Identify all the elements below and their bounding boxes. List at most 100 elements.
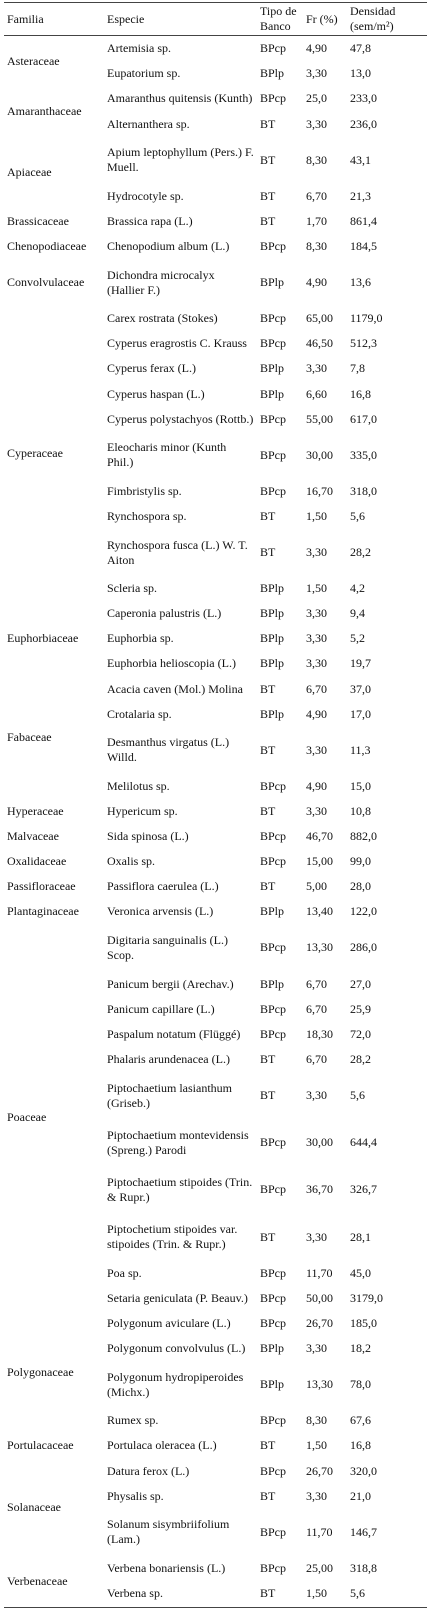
species-name: Oxalis sp.	[107, 854, 155, 869]
frequency: 8,30	[306, 1413, 327, 1428]
bank-type: BT	[260, 742, 276, 757]
density: 318,8	[350, 1560, 377, 1575]
family-name: Apiaceae	[7, 165, 52, 180]
species-name: Eleocharis minor (Kunth Phil.)	[107, 440, 227, 470]
family-name: Polygonaceae	[7, 1364, 74, 1379]
species-row: Portulacaceae Portulaca oleracea (L.) BT 1,…	[4, 1433, 427, 1458]
density: 13,0	[350, 66, 371, 81]
bank-type: BPlp	[260, 386, 285, 401]
density: 861,4	[350, 213, 377, 228]
header-cell: Densidad (sem/m²)	[350, 4, 396, 33]
density: 47,8	[350, 41, 371, 56]
species-row: Fimbristylis sp. BPcp 16,70 318,0	[4, 479, 427, 504]
species-row: Brassicaceae Brassica rapa (L.) BT 1,70 861,…	[4, 209, 427, 234]
frequency: 3,30	[306, 1229, 327, 1244]
density: 5,2	[350, 631, 365, 646]
density: 28,2	[350, 1051, 371, 1066]
species-row: Piptochaetium montevidensis (Spreng.) Pa…	[4, 1119, 427, 1166]
species-name: Hydrocotyle sp.	[107, 188, 184, 203]
species-name: Amaranthus quitensis (Kunth)	[107, 91, 253, 106]
family-name: Malvaceae	[7, 829, 59, 844]
species-row: Verbena sp. BT 1,50 5,6	[4, 1581, 427, 1608]
species-name: Polygonum hydropiperoides (Michx.)	[107, 1369, 244, 1399]
frequency: 3,30	[306, 545, 327, 560]
bank-type: BPlp	[260, 656, 285, 671]
species-row: Desmanthus virgatus (L.) Willd. BT 3,30 11,…	[4, 727, 427, 774]
frequency: 1,50	[306, 508, 327, 523]
species-name: Polygonum convolvulus (L.)	[107, 1341, 246, 1356]
bank-type: BPcp	[260, 1524, 287, 1539]
density: 13,6	[350, 275, 371, 290]
density: 4,2	[350, 581, 365, 596]
species-row: Euphorbia helioscopia (L.) BPlp 3,30 19,7	[4, 651, 427, 676]
seed-bank-table: Familia Especie Tipo de Banco Fr (%) Den…	[4, 2, 427, 1608]
species-name: Paspalum notatum (Flüggé)	[107, 1026, 241, 1041]
species-name: Polygonum aviculare (L.)	[107, 1315, 231, 1330]
species-row: Paspalum notatum (Flüggé) BPcp 18,30 72,0	[4, 1022, 427, 1047]
family-name: Amaranthaceae	[7, 103, 82, 118]
species-name: Hypericum sp.	[107, 804, 178, 819]
species-row: Melilotus sp. BPcp 4,90 15,0	[4, 774, 427, 799]
species-row: Cyperaceae Carex rostrata (Stokes) BPcp 65,…	[4, 306, 427, 460]
family-name: Hyperaceae	[7, 804, 64, 819]
frequency: 46,50	[306, 336, 333, 351]
frequency: 3,30	[306, 742, 327, 757]
frequency: 3,30	[306, 116, 327, 131]
species-row: Asteraceae Artemisia sp. BPcp 4,90 47,8	[4, 36, 427, 68]
species-row: Cyperus polystachyos (Rottb.) BPcp 55,00 61…	[4, 407, 427, 432]
density: 146,7	[350, 1524, 377, 1539]
density: 16,8	[350, 1438, 371, 1453]
frequency: 16,70	[306, 483, 333, 498]
species-name: Physalis sp.	[107, 1488, 164, 1503]
frequency: 3,30	[306, 1488, 327, 1503]
density: 28,1	[350, 1229, 371, 1244]
family-name: Brassicaceae	[7, 213, 69, 228]
frequency: 11,70	[306, 1524, 333, 1539]
species-name: Acacia caven (Mol.) Molina	[107, 681, 243, 696]
bank-type: BT	[260, 213, 276, 228]
density: 72,0	[350, 1026, 371, 1041]
species-row: Passifloraceae Passiflora caerulea (L.) BT…	[4, 874, 427, 899]
species-row: Amaranthaceae Amaranthus quitensis (Kunth…	[4, 86, 427, 118]
species-name: Verbena sp.	[107, 1586, 163, 1601]
density: 233,0	[350, 91, 377, 106]
frequency: 1,50	[306, 1586, 327, 1601]
frequency: 11,70	[306, 1265, 333, 1280]
family-name: Euphorbiaceae	[7, 631, 79, 646]
bank-type: BPcp	[260, 1290, 287, 1305]
density: 185,0	[350, 1315, 377, 1330]
bank-type: BPcp	[260, 41, 287, 56]
bank-type: BT	[260, 804, 276, 819]
frequency: 25,0	[306, 91, 327, 106]
bank-type: BPcp	[260, 940, 287, 955]
species-row: Panicum capillare (L.) BPcp 6,70 25,9	[4, 997, 427, 1022]
density: 286,0	[350, 940, 377, 955]
density: 335,0	[350, 447, 377, 462]
frequency: 3,30	[306, 1341, 327, 1356]
frequency: 46,70	[306, 829, 333, 844]
species-name: Piptochaetium montevidensis (Spreng.) Pa…	[107, 1127, 249, 1157]
species-name: Rynchospora sp.	[107, 508, 187, 523]
frequency: 5,00	[306, 879, 327, 894]
species-row: Convolvulaceae Dichondra microcalyx (Hall…	[4, 259, 427, 306]
density: 15,0	[350, 778, 371, 793]
bank-type: BT	[260, 1088, 276, 1103]
species-name: Scleria sp.	[107, 581, 157, 596]
family-name: Chenopodiaceae	[7, 238, 87, 253]
bank-type: BPcp	[260, 1026, 287, 1041]
species-row: Poaceae Digitaria sanguinalis (L.) Scop. B…	[4, 924, 427, 1124]
density: 78,0	[350, 1377, 371, 1392]
density: 28,2	[350, 545, 371, 560]
density: 45,0	[350, 1265, 371, 1280]
frequency: 6,70	[306, 188, 327, 203]
frequency: 4,90	[306, 41, 327, 56]
bank-type: BPcp	[260, 311, 287, 326]
frequency: 13,30	[306, 940, 333, 955]
species-name: Euphorbia helioscopia (L.)	[107, 656, 236, 671]
species-name: Piptochaetium stipoides (Trin. & Rupr.)	[107, 1174, 253, 1204]
family-name: Solanaceae	[7, 1499, 61, 1514]
species-row: Piptochaetium lasianthum (Griseb.) BT 3,30…	[4, 1072, 427, 1119]
density: 512,3	[350, 336, 377, 351]
frequency: 4,90	[306, 778, 327, 793]
density: 617,0	[350, 411, 377, 426]
